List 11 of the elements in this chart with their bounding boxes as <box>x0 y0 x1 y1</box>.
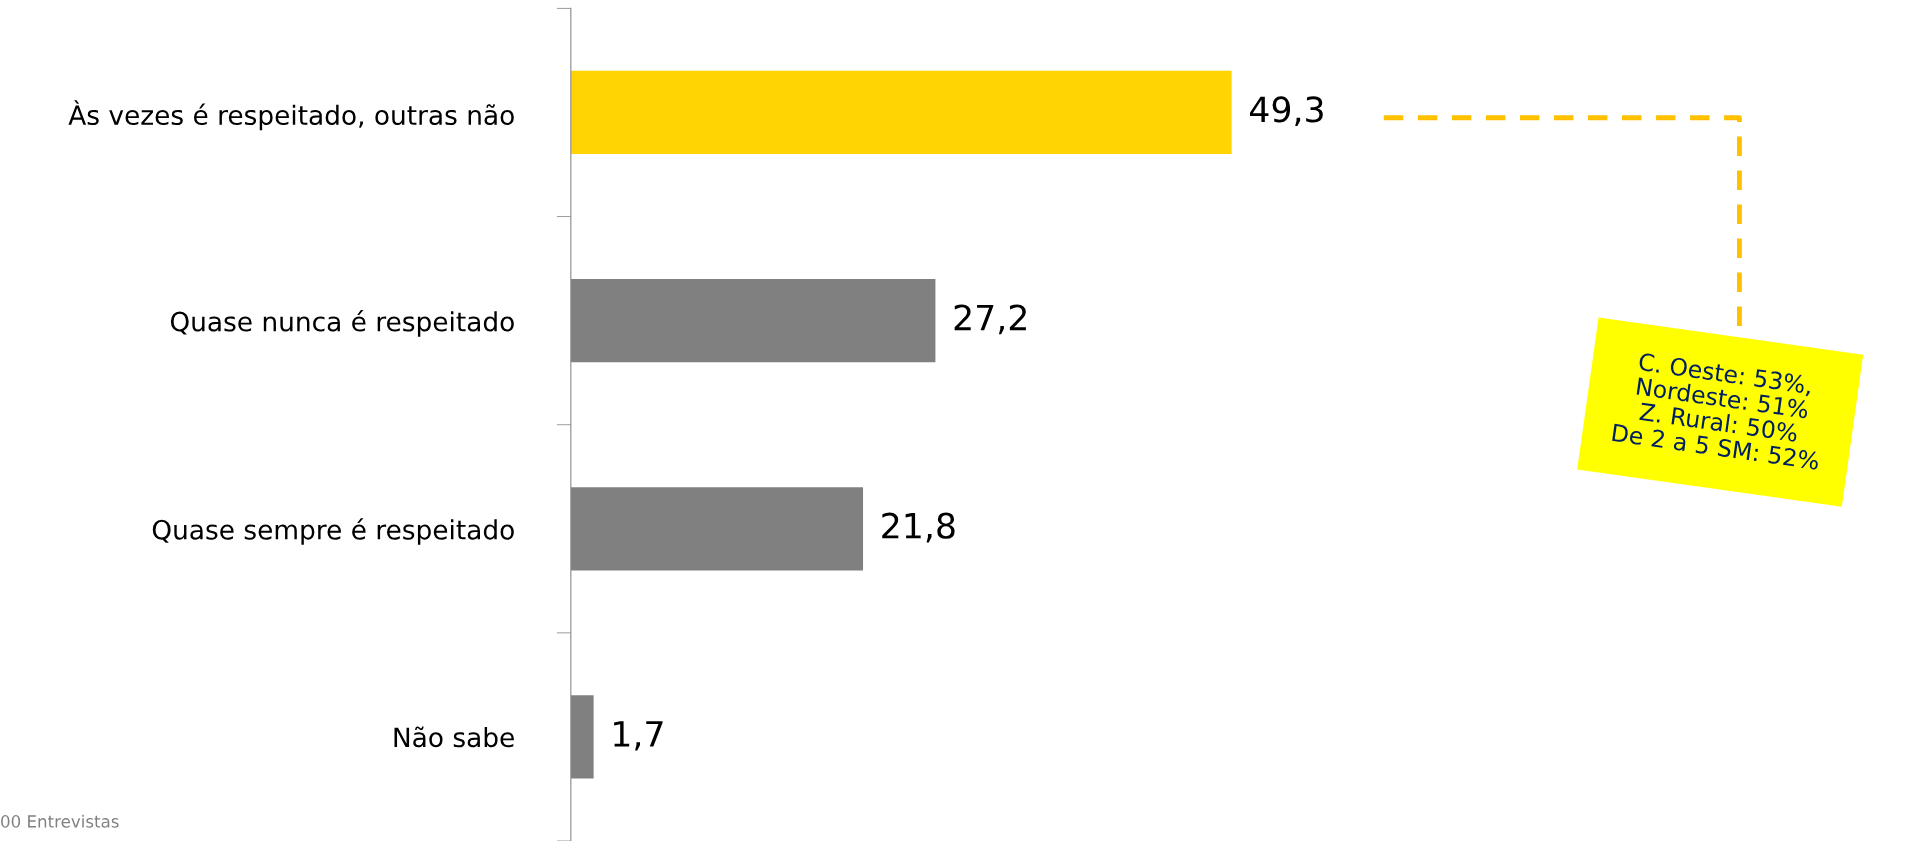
data-label: 1,7 <box>614 721 663 751</box>
y-tick-label: Às vezes é respeitado, outras não <box>68 100 514 131</box>
bar <box>570 70 1232 155</box>
data-label: 21,8 <box>882 512 955 543</box>
data-label: 49,3 <box>1250 96 1323 127</box>
data-label: 27,2 <box>954 304 1026 335</box>
y-tick-label: Não sabe <box>394 726 514 748</box>
y-tick-label: Quase sempre é respeitado <box>152 518 514 545</box>
text: 00 Entrevistas <box>1 814 119 828</box>
y-tick-label: Quase nunca é respeitado <box>170 310 514 337</box>
text: C. Oeste: 53%, Nordeste: 51% Z. Rural: 50% De 2 a 5 SM: 52% <box>1612 352 1820 470</box>
